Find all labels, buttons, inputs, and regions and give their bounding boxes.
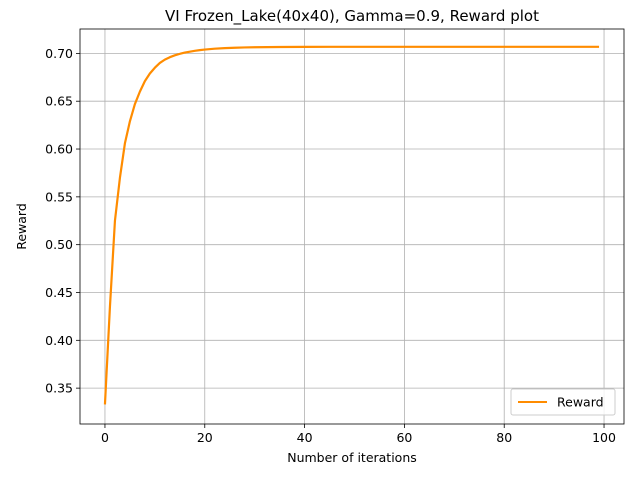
- x-axis: 0 20 40 60 80 100: [101, 424, 616, 445]
- y-tick-label: 0.60: [45, 142, 73, 157]
- series-line-reward: [103, 45, 600, 405]
- y-tick-label: 0.45: [45, 285, 73, 300]
- y-tick-label: 0.55: [45, 189, 73, 204]
- x-tick-label: 0: [101, 430, 109, 445]
- legend-label-reward: Reward: [557, 395, 604, 410]
- y-axis: 0.35 0.40 0.45 0.50 0.55 0.60 0.65 0.70: [45, 46, 80, 396]
- legend: Reward: [510, 388, 616, 416]
- y-tick-label: 0.50: [45, 237, 73, 252]
- x-tick-label: 40: [297, 430, 313, 445]
- series-layer: [103, 45, 600, 405]
- grid: [80, 29, 624, 424]
- chart-title: VI Frozen_Lake(40x40), Gamma=0.9, Reward…: [165, 7, 539, 26]
- x-tick-label: 20: [197, 430, 213, 445]
- plot-frame: [79, 28, 625, 425]
- y-tick-label: 0.65: [45, 94, 73, 109]
- x-tick-label: 80: [496, 430, 512, 445]
- y-axis-label: Reward: [14, 203, 29, 250]
- y-tick-label: 0.40: [45, 333, 73, 348]
- y-tick-label: 0.70: [45, 46, 73, 61]
- x-tick-label: 100: [592, 430, 616, 445]
- legend-box: [510, 388, 616, 416]
- y-tick-label: 0.35: [45, 381, 73, 396]
- x-axis-label: Number of iterations: [287, 450, 417, 465]
- x-tick-label: 60: [396, 430, 412, 445]
